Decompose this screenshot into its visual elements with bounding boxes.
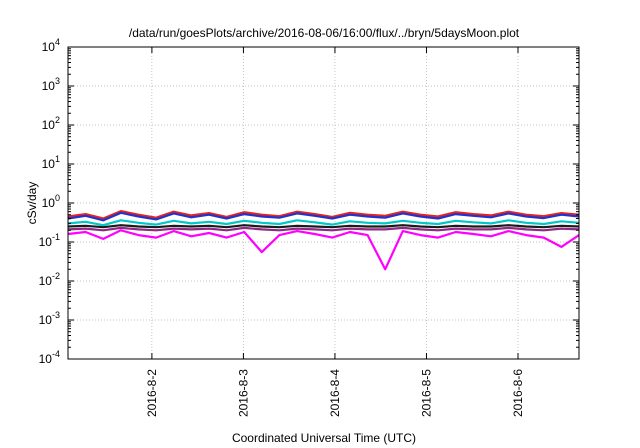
series-line-2 — [67, 211, 580, 222]
x-tick-label: 2016-8-4 — [328, 369, 342, 417]
x-axis-label: Coordinated Universal Time (UTC) — [232, 431, 416, 445]
grid — [68, 47, 579, 359]
y-tick-label: 104 — [42, 37, 60, 54]
y-tick-label: 103 — [42, 76, 60, 93]
y-tick-label: 102 — [42, 115, 60, 132]
y-tick-label: 10-3 — [39, 310, 60, 327]
y-axis: 10-4 10-3 10-2 10-1 100 101 102 103 104 — [39, 37, 579, 366]
x-tick-label: 2016-8-5 — [419, 369, 433, 417]
y-tick-label: 100 — [42, 193, 60, 210]
x-tick-label: 2016-8-2 — [145, 369, 159, 417]
series-line-4 — [67, 224, 580, 229]
x-tick-label: 2016-8-6 — [511, 369, 525, 417]
series-line-5 — [67, 226, 580, 232]
y-tick-label: 10-2 — [39, 271, 60, 288]
y-tick-label: 10-1 — [39, 232, 60, 249]
series-group — [67, 210, 580, 271]
series-line-1 — [67, 210, 580, 220]
y-axis-label: cSv/day — [25, 182, 39, 225]
series-line-6 — [67, 229, 580, 271]
x-tick-label: 2016-8-3 — [236, 369, 250, 417]
x-axis: 2016-8-2 2016-8-3 2016-8-4 2016-8-5 2016-8-6 — [145, 47, 525, 417]
y-tick-label: 10-4 — [39, 349, 60, 366]
series-line-3 — [67, 219, 580, 227]
y-tick-label: 101 — [42, 154, 60, 171]
chart-title: /data/run/goesPlots/archive/2016-08-06/1… — [129, 26, 520, 40]
